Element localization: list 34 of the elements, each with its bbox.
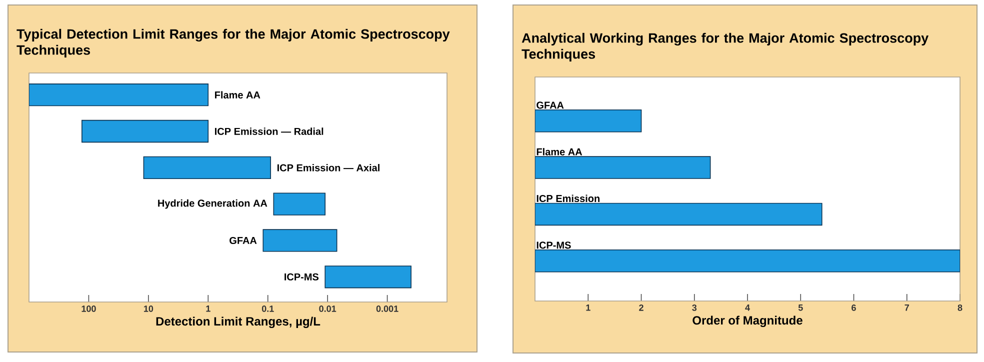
x-tick-label: 6 [852,304,856,311]
x-tick-label: 100 [82,306,96,312]
x-tick-label: 1 [206,306,210,312]
x-tick-label: 0.1 [262,306,274,312]
x-tick-label: 4 [745,304,750,311]
x-tick-label: 10 [144,306,154,312]
chart-title: Typical Detection Limit Ranges for the Major Atomic Spectroscopy Techniques [16,28,450,58]
bar [273,192,326,216]
category-label: ICP-MS [536,242,571,249]
x-axis-title: Detection Limit Ranges, µg/L [156,316,320,328]
bar [29,84,209,106]
category-label: GFAA [230,236,257,244]
category-label: Flame AA [215,91,260,99]
x-tick-label: 0.001 [376,306,398,312]
category-label: ICP-MS [284,273,319,280]
category-label: Hydride Generation AA [158,199,268,209]
bar [262,229,338,252]
category-label: ICP Emission [536,194,600,202]
category-label: ICP Emission — Axial [277,164,380,172]
x-tick-label: 2 [639,304,644,311]
category-label: ICP Emission — Radial [215,128,324,135]
bar [324,266,412,288]
x-tick-label: 7 [904,304,909,311]
x-tick-label: 8 [958,304,962,311]
x-axis-title: Order of Magnitude [692,316,802,328]
x-tick-label: 0.01 [319,306,336,312]
x-tick-label: 5 [798,304,803,311]
x-tick-label: 1 [586,304,590,311]
category-label: GFAA [536,102,564,109]
x-tick-label: 3 [692,304,697,311]
category-label: Flame AA [536,148,582,156]
bar [82,120,209,143]
bar [143,156,271,179]
chart-title: Analytical Working Ranges for the Major Atomic Spectroscopy Techniques [522,32,929,62]
